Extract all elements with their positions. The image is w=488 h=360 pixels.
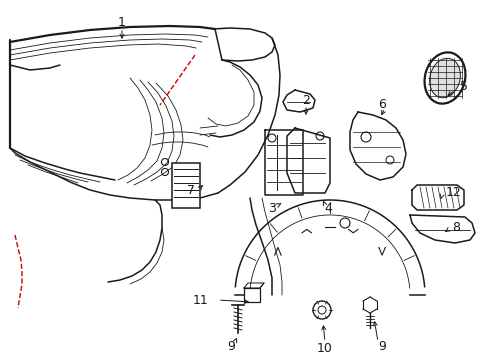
- Text: 8: 8: [451, 220, 459, 234]
- Text: 10: 10: [316, 342, 332, 355]
- Text: 9: 9: [377, 341, 385, 354]
- Ellipse shape: [424, 52, 465, 104]
- Bar: [172, 163, 200, 208]
- Text: 6: 6: [377, 98, 385, 111]
- Text: 5: 5: [459, 80, 467, 93]
- Ellipse shape: [429, 58, 459, 98]
- Text: 7: 7: [186, 184, 195, 197]
- Text: 3: 3: [267, 202, 275, 215]
- Text: 1: 1: [118, 15, 126, 28]
- Text: 11: 11: [192, 293, 207, 306]
- Text: 2: 2: [302, 94, 309, 107]
- Text: 4: 4: [324, 202, 331, 215]
- Text: 9: 9: [226, 341, 234, 354]
- Bar: [244, 288, 260, 302]
- Text: 12: 12: [445, 185, 461, 198]
